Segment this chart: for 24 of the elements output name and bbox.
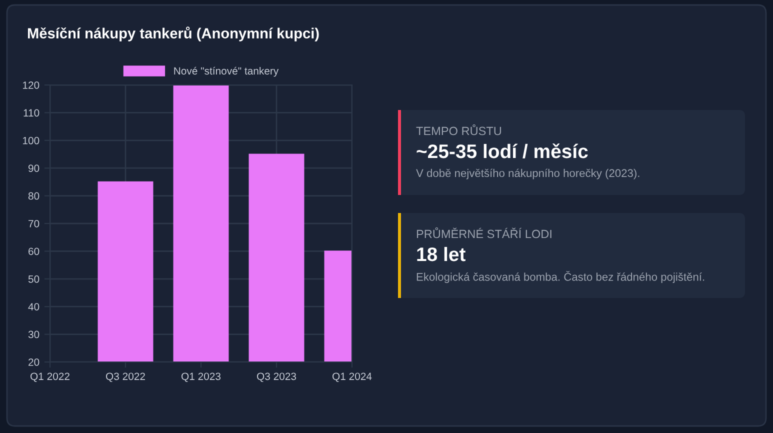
y-tick-label: 90: [28, 164, 40, 172]
y-tick-label: 60: [28, 248, 40, 256]
y-tick-label: 40: [28, 303, 40, 310]
x-tick-label: Q1 2023: [182, 372, 221, 382]
text: PRŮMĚRNÉ STÁŘÍ LODI: [416, 227, 552, 238]
text: Ekologická časovaná bomba. Často bez řádného pojištění.: [416, 270, 704, 284]
x-tick-label: Q3 2022: [106, 372, 145, 382]
text: ~25-35 lodí / měsíc: [416, 144, 588, 158]
x-tick-label: Q1 2022: [30, 372, 70, 382]
y-tick-label: 70: [28, 220, 40, 228]
y-tick-label: 110: [24, 109, 40, 117]
text: 18 let: [417, 246, 466, 262]
x-tick-label: Q1 2024: [332, 372, 372, 382]
y-tick-label: 120: [23, 82, 40, 89]
y-tick-label: 50: [28, 275, 40, 283]
text: TEMPO RŮSTU: [416, 124, 502, 136]
x-tick-label: Q3 2023: [257, 372, 296, 382]
y-tick-label: 30: [28, 330, 40, 338]
y-tick-label: 80: [28, 192, 40, 200]
chart-title: Měsíční nákupy tankerů (Anonymní kupci): [28, 26, 319, 42]
legend-label: Nové "stínové" tankery: [174, 66, 279, 77]
y-tick-label: 20: [28, 358, 40, 366]
y-tick-label: 100: [23, 136, 40, 144]
text: V době největšího nákupního horečky (2023).: [416, 168, 640, 180]
